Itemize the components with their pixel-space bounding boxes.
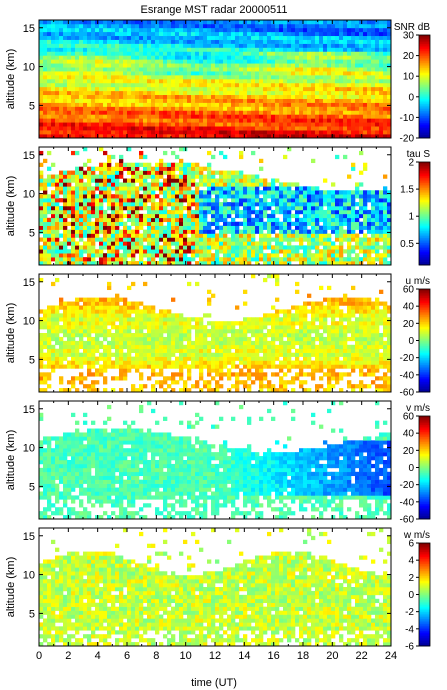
- colorbar-label: tau S: [407, 149, 431, 160]
- colorbar-tick-label: -4: [405, 624, 414, 635]
- y-axis-label: altitude (km): [5, 430, 17, 491]
- y-tick-label: 5: [29, 481, 35, 493]
- x-tick-label: 6: [124, 650, 130, 662]
- y-axis-label: altitude (km): [5, 557, 17, 618]
- colorbar-tick-label: 40: [403, 302, 415, 313]
- x-tick-label: 12: [209, 650, 221, 662]
- panel-v: 5 10 15 altitude (km) -60 -40 -20 0 20 40 60v m/s: [5, 400, 431, 526]
- colorbar-tick-label: 20: [403, 51, 415, 62]
- x-tick-label: 8: [153, 650, 159, 662]
- y-tick-label: 5: [29, 227, 35, 239]
- x-tick-label: 0: [36, 650, 42, 662]
- colorbar-tick-label: 60: [403, 285, 415, 296]
- x-axis-label: time (UT): [191, 677, 237, 689]
- x-tick-label: 4: [95, 650, 101, 662]
- y-tick-label: 5: [29, 354, 35, 366]
- colorbar-label: w m/s: [403, 530, 430, 541]
- figure-title: Esrange MST radar 20000511: [141, 4, 288, 16]
- y-tick-label: 5: [29, 100, 35, 112]
- colorbar-v: -60 -40 -20 0 20 40 60v m/s: [400, 403, 431, 526]
- y-tick-label: 10: [23, 570, 35, 582]
- colorbar-tick-label: 20: [403, 319, 415, 330]
- y-tick-label: 15: [23, 277, 35, 289]
- colorbar-tick-label: 40: [403, 429, 415, 440]
- x-tick-label: 10: [180, 650, 192, 662]
- colorbar-label: v m/s: [406, 403, 430, 414]
- heatmap-cells-u: [39, 274, 392, 393]
- colorbar-tick-label: 6: [408, 539, 414, 550]
- y-tick-label: 10: [23, 316, 35, 328]
- colorbar-tick-label: 0.5: [400, 239, 414, 250]
- colorbar-tick-label: -2: [405, 607, 414, 618]
- colorbar-tick-label: 20: [403, 446, 415, 457]
- x-tick-label: 14: [238, 650, 250, 662]
- x-tick-label: 18: [297, 650, 309, 662]
- colorbar-w: -6 -4 -2 0 2 4 6w m/s: [403, 530, 431, 653]
- x-tick-label: 24: [385, 650, 397, 662]
- colorbar-tick-label: 1: [408, 212, 414, 223]
- colorbar-tick-label: -6: [405, 642, 414, 653]
- colorbar-tick-label: 0: [408, 463, 414, 474]
- colorbar-tick-label: 10: [403, 72, 415, 83]
- x-tick-label: 20: [326, 650, 338, 662]
- colorbar-label: u m/s: [406, 276, 430, 287]
- colorbar-tick-label: -20: [400, 353, 415, 364]
- colorbar-tick-label: -40: [400, 497, 415, 508]
- colorbar-tick-label: 30: [403, 31, 415, 42]
- y-tick-label: 10: [23, 62, 35, 74]
- colorbar-tick-label: 0: [408, 590, 414, 601]
- colorbar-tick-label: -40: [400, 370, 415, 381]
- colorbar-tick-label: -10: [400, 113, 415, 124]
- colorbar-tick-label: 1.5: [400, 185, 414, 196]
- colorbar-tick-label: 0: [408, 336, 414, 347]
- y-axis-label: altitude (km): [5, 49, 17, 110]
- x-tick-label: 22: [356, 650, 368, 662]
- y-axis-label: altitude (km): [5, 303, 17, 364]
- heatmap-cells-SNR: [39, 20, 392, 139]
- colorbar-tick-label: 0: [408, 92, 414, 103]
- colorbar-tick-label: 2: [408, 158, 414, 169]
- colorbar-tick-label: 60: [403, 412, 415, 423]
- colorbar-tick-label: -60: [400, 515, 415, 526]
- colorbar-tick-label: 2: [408, 573, 414, 584]
- colorbar-tick-label: -20: [400, 480, 415, 491]
- y-tick-label: 15: [23, 150, 35, 162]
- y-tick-label: 15: [23, 404, 35, 416]
- y-tick-label: 15: [23, 23, 35, 35]
- colorbar-tick-label: 4: [408, 556, 414, 567]
- y-tick-label: 10: [23, 443, 35, 455]
- x-tick-label: 16: [268, 650, 280, 662]
- colorbar-tick-label: -20: [400, 134, 415, 145]
- x-tick-label: 2: [65, 650, 71, 662]
- colorbar-u: -60 -40 -20 0 20 40 60u m/s: [400, 276, 431, 399]
- y-tick-label: 15: [23, 531, 35, 543]
- heatmap-cells-tau: [39, 147, 392, 266]
- heatmap-cells-v: [39, 401, 392, 520]
- panel-u: 5 10 15 altitude (km) -60 -40 -20 0 20 40 60u m/s: [5, 273, 431, 399]
- colorbar-label: SNR dB: [394, 22, 430, 33]
- y-tick-label: 10: [23, 189, 35, 201]
- heatmap-cells-w: [39, 528, 392, 647]
- y-axis-label: altitude (km): [5, 176, 17, 237]
- colorbar-tick-label: -60: [400, 388, 415, 399]
- y-tick-label: 5: [29, 608, 35, 620]
